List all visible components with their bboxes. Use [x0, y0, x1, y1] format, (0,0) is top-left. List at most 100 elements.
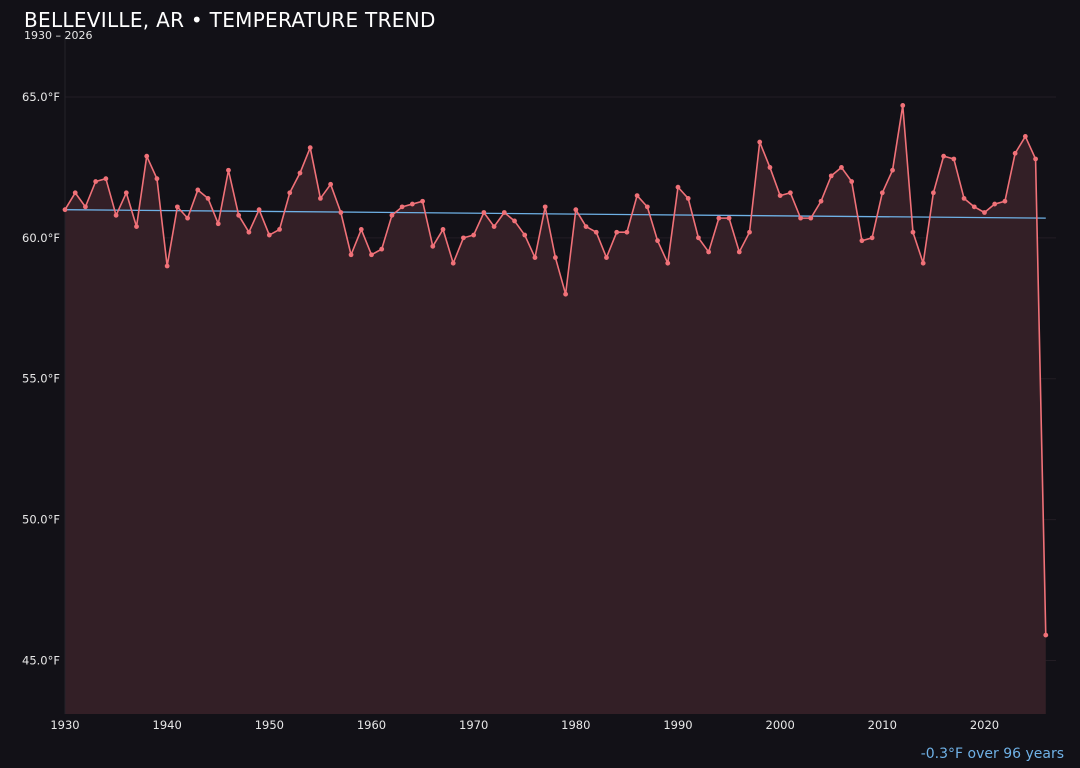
x-tick-label: 1930 [50, 718, 79, 732]
data-point [716, 215, 722, 221]
data-point [409, 201, 415, 207]
data-point [236, 212, 242, 218]
data-point [379, 246, 385, 252]
data-point [297, 170, 303, 176]
data-point [185, 215, 191, 221]
data-point [318, 196, 323, 201]
data-point [420, 198, 425, 204]
data-point [471, 232, 477, 238]
data-point [328, 181, 334, 187]
data-point [818, 198, 824, 204]
data-point [481, 210, 487, 215]
data-point [767, 165, 773, 170]
data-point [491, 224, 497, 229]
data-point [103, 176, 109, 182]
data-points [62, 103, 1049, 638]
data-point [174, 204, 180, 210]
data-point [828, 173, 834, 179]
data-point [971, 204, 977, 210]
data-point [655, 238, 660, 244]
y-tick-label: 55.0°F [22, 372, 60, 386]
data-point [859, 238, 865, 244]
data-point [277, 227, 282, 232]
data-point [563, 291, 569, 297]
data-point [604, 255, 609, 260]
y-tick-label: 65.0°F [22, 90, 60, 104]
data-point [665, 260, 671, 266]
data-point [83, 204, 88, 210]
data-point [430, 243, 436, 249]
trend-summary: -0.3°F over 96 years [920, 746, 1064, 762]
chart-title: BELLEVILLE, AR • TEMPERATURE TREND [24, 8, 436, 32]
data-point [1022, 134, 1028, 139]
data-point [389, 212, 395, 218]
data-point [777, 193, 783, 198]
data-point [951, 156, 957, 162]
data-point [982, 210, 987, 215]
y-tick-label: 60.0°F [22, 231, 60, 245]
x-tick-label: 2000 [766, 718, 795, 732]
data-point [849, 179, 855, 184]
x-tick-label: 1980 [561, 718, 590, 732]
x-tick-label: 1970 [459, 718, 488, 732]
x-tick-label: 2010 [868, 718, 897, 732]
data-point [747, 229, 752, 235]
data-point [144, 153, 150, 159]
data-point [226, 167, 231, 173]
temperature-area-fill [65, 105, 1046, 714]
data-point [369, 252, 374, 258]
data-point [113, 212, 119, 218]
data-point [879, 190, 885, 196]
x-tick-label: 2020 [970, 718, 999, 732]
data-point [931, 190, 936, 196]
data-point [154, 176, 160, 182]
data-point [440, 227, 446, 232]
data-point [348, 252, 354, 258]
y-tick-label: 45.0°F [22, 653, 60, 667]
data-point [798, 215, 803, 221]
data-point [890, 167, 895, 173]
data-point [644, 204, 650, 210]
data-point [706, 249, 712, 255]
data-point [583, 224, 589, 229]
data-point [1033, 156, 1038, 162]
data-point [195, 187, 201, 193]
data-point [287, 190, 293, 196]
data-point [624, 229, 630, 235]
y-tick-labels: 45.0°F 50.0°F 55.0°F 60.0°F 65.0°F [22, 90, 60, 667]
data-point [593, 229, 599, 235]
data-point [839, 165, 844, 170]
trend-line [64, 209, 1046, 219]
data-point [512, 218, 517, 224]
data-point [450, 260, 456, 266]
data-point [256, 207, 262, 213]
data-point [573, 207, 579, 213]
data-point [992, 201, 998, 207]
data-point [532, 255, 538, 260]
data-point [920, 260, 926, 266]
data-point [62, 207, 68, 213]
data-point [399, 204, 405, 210]
data-point [736, 249, 742, 255]
data-point [961, 196, 967, 201]
data-point [246, 229, 252, 235]
data-point [522, 232, 528, 238]
x-tick-labels: 1930 1940 1950 1960 1970 1980 1990 2000 2010 2020 [50, 718, 999, 732]
data-point [808, 215, 814, 221]
data-point [93, 179, 99, 184]
data-point [757, 139, 763, 145]
x-tick-label: 1950 [255, 718, 284, 732]
data-point [900, 103, 906, 108]
data-point [726, 215, 732, 221]
data-point [941, 153, 947, 159]
data-point [134, 224, 139, 229]
chart-subtitle: 1930 – 2026 [24, 29, 93, 42]
data-point [72, 190, 78, 196]
data-point [1012, 150, 1018, 156]
data-point [501, 210, 507, 215]
x-tick-label: 1940 [153, 718, 182, 732]
data-point [205, 196, 211, 201]
data-point [164, 263, 170, 269]
y-tick-label: 50.0°F [22, 513, 60, 527]
